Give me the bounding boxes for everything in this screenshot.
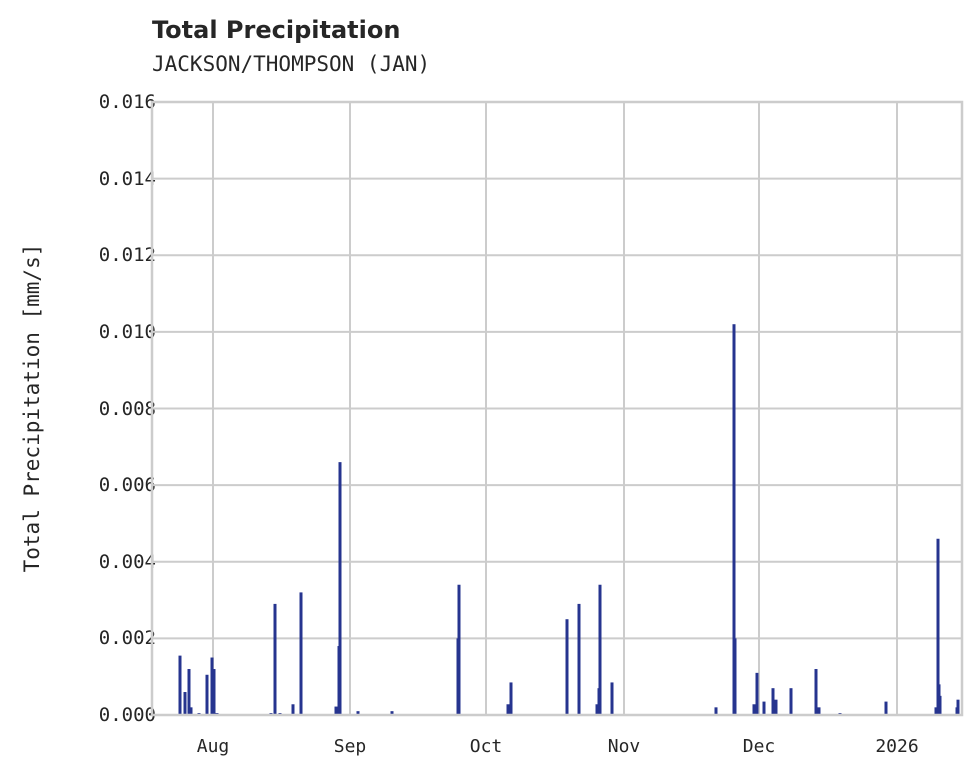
- precip-bar: [752, 704, 756, 715]
- precip-bar: [509, 682, 513, 715]
- precip-bar: [771, 688, 775, 715]
- x-tick-label: 2026: [875, 736, 919, 757]
- precip-bar: [457, 584, 461, 715]
- precip-bar: [334, 706, 338, 715]
- y-tick-label: 0.008: [98, 397, 156, 420]
- precip-bar: [936, 538, 940, 715]
- precip-bar: [506, 704, 510, 715]
- precip-bar: [210, 657, 214, 715]
- precip-bar: [956, 699, 960, 715]
- precip-bar: [598, 584, 602, 715]
- precip-bar: [884, 701, 888, 715]
- precip-bar: [187, 669, 191, 715]
- precip-bar: [565, 619, 569, 715]
- precip-bar: [390, 711, 394, 715]
- y-tick-label: 0.016: [98, 91, 156, 113]
- precip-bar: [212, 669, 216, 715]
- precip-bar: [577, 603, 581, 715]
- precip-bar: [774, 699, 778, 715]
- x-tick-label: Aug: [196, 736, 230, 757]
- precip-bar: [733, 638, 737, 715]
- chart-title: Total Precipitation: [152, 16, 401, 44]
- y-tick-label: 0.014: [98, 167, 156, 190]
- precip-bar: [938, 695, 942, 715]
- y-tick-label: 0.006: [98, 474, 156, 497]
- precip-bar: [814, 669, 818, 715]
- precip-bar: [291, 704, 295, 715]
- precip-bar: [714, 707, 718, 715]
- y-tick-label: 0.010: [98, 320, 156, 343]
- precip-bar: [273, 603, 277, 715]
- y-tick-label: 0.002: [98, 627, 156, 650]
- precip-bar: [178, 655, 182, 715]
- precip-bar: [732, 324, 736, 715]
- plot-frame: [150, 100, 964, 717]
- x-tick-label: Dec: [742, 736, 776, 757]
- x-tick-label: Sep: [333, 736, 367, 757]
- precip-bar: [189, 707, 193, 715]
- precip-bar: [338, 462, 342, 715]
- precip-bar: [817, 707, 821, 715]
- precip-bar: [755, 672, 759, 715]
- precip-bar: [205, 674, 209, 715]
- precip-bar: [595, 704, 599, 715]
- precip-bar: [762, 701, 766, 715]
- precipitation-bars: [178, 324, 960, 715]
- y-tick-label: 0.004: [98, 550, 156, 573]
- precip-bar: [789, 688, 793, 715]
- y-tick-label: 0.000: [98, 704, 156, 726]
- gridlines: [152, 101, 962, 716]
- precip-bar: [299, 592, 303, 715]
- precip-bar: [356, 711, 360, 715]
- precip-bar: [934, 707, 938, 715]
- precip-bar: [183, 692, 187, 715]
- chart-subtitle: JACKSON/THOMPSON (JAN): [152, 52, 431, 76]
- precip-bar: [610, 682, 614, 715]
- x-tick-label: Oct: [469, 736, 503, 757]
- x-tick-label: Nov: [607, 736, 641, 757]
- y-tick-label: 0.012: [98, 244, 156, 267]
